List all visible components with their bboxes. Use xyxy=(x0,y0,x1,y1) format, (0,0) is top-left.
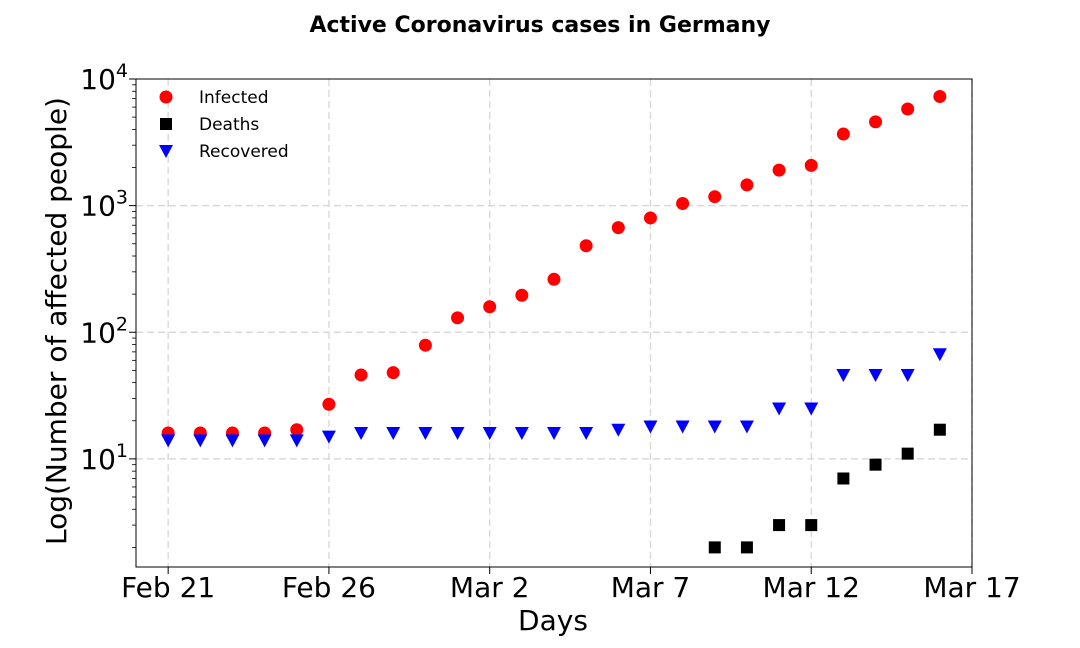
legend: Infected Deaths Recovered xyxy=(159,88,289,162)
infected-point xyxy=(386,366,400,380)
infected-point xyxy=(322,397,336,411)
recovered-point xyxy=(321,430,336,444)
x-tick-label: Mar 7 xyxy=(611,571,691,604)
legend-label: Recovered xyxy=(199,142,289,162)
infected-point xyxy=(676,196,690,210)
recovered-point xyxy=(418,427,433,441)
infected-point xyxy=(451,311,465,325)
recovered-point xyxy=(257,434,272,448)
x-tick-label: Feb 21 xyxy=(121,571,215,604)
deaths-point xyxy=(837,472,850,485)
infected-point xyxy=(515,288,529,302)
infected-point xyxy=(933,90,947,104)
recovered-point xyxy=(450,427,465,441)
infected-point xyxy=(290,423,304,437)
legend-marker xyxy=(159,90,173,104)
x-tick-label: Feb 26 xyxy=(282,571,376,604)
infected-point xyxy=(611,221,625,235)
infected-point xyxy=(836,127,850,141)
y-tick-label: 103 xyxy=(80,187,128,223)
infected-point xyxy=(708,190,722,204)
recovered-point xyxy=(579,427,594,441)
deaths-point xyxy=(901,447,914,460)
recovered-point xyxy=(932,348,947,362)
y-tick-label: 102 xyxy=(80,313,128,349)
recovered-point xyxy=(289,434,304,448)
infected-point xyxy=(643,211,657,225)
infected-point xyxy=(354,368,368,382)
x-tick-label: Mar 2 xyxy=(450,571,530,604)
x-tick-label: Mar 17 xyxy=(923,571,1020,604)
recovered-point xyxy=(868,368,883,382)
legend-item-deaths: Deaths xyxy=(160,115,259,135)
deaths-point xyxy=(933,423,946,436)
recovered-point xyxy=(643,420,658,434)
recovered-point xyxy=(739,420,754,434)
infected-point xyxy=(418,338,432,352)
legend-label: Infected xyxy=(199,88,269,108)
x-tick-label: Mar 12 xyxy=(763,571,860,604)
axes: Feb 21 Feb 26 Mar 2 Mar 7 Mar 12 Mar 17 101 102… xyxy=(80,60,1020,604)
recovered-point xyxy=(161,434,176,448)
recovered-point xyxy=(482,427,497,441)
deaths-point xyxy=(708,541,721,554)
recovered-point xyxy=(611,423,626,437)
infected-point xyxy=(483,300,497,314)
legend-marker xyxy=(160,118,172,130)
plot-marks xyxy=(161,90,947,554)
y-tick-label: 101 xyxy=(80,440,128,476)
series-recovered xyxy=(161,348,947,448)
infected-point xyxy=(740,178,754,192)
y-axis-label: Log(Number of affected people) xyxy=(40,97,73,545)
deaths-point xyxy=(740,541,753,554)
recovered-point xyxy=(675,420,690,434)
recovered-point xyxy=(386,427,401,441)
recovered-point xyxy=(225,434,240,448)
infected-point xyxy=(579,239,593,253)
infected-point xyxy=(804,158,818,172)
recovered-point xyxy=(514,427,529,441)
deaths-point xyxy=(869,458,882,471)
recovered-point xyxy=(804,402,819,416)
plot-frame xyxy=(135,78,973,568)
infected-point xyxy=(901,102,915,116)
recovered-point xyxy=(193,434,208,448)
recovered-point xyxy=(547,427,561,441)
legend-marker xyxy=(159,145,173,158)
infected-point xyxy=(772,163,786,177)
recovered-point xyxy=(772,402,787,416)
legend-label: Deaths xyxy=(199,115,259,135)
legend-item-infected: Infected xyxy=(159,88,269,108)
grid xyxy=(136,79,973,567)
legend-item-recovered: Recovered xyxy=(159,142,289,162)
deaths-point xyxy=(805,519,818,532)
recovered-point xyxy=(354,427,369,441)
y-tick-label: 104 xyxy=(80,60,128,96)
series-deaths xyxy=(708,423,946,554)
infected-point xyxy=(547,272,561,286)
recovered-point xyxy=(900,368,915,382)
recovered-point xyxy=(707,420,722,434)
chart-title: Active Coronavirus cases in Germany xyxy=(309,13,770,38)
deaths-point xyxy=(773,519,786,532)
recovered-point xyxy=(836,368,851,382)
x-axis-label: Days xyxy=(518,604,588,637)
infected-point xyxy=(869,115,883,129)
